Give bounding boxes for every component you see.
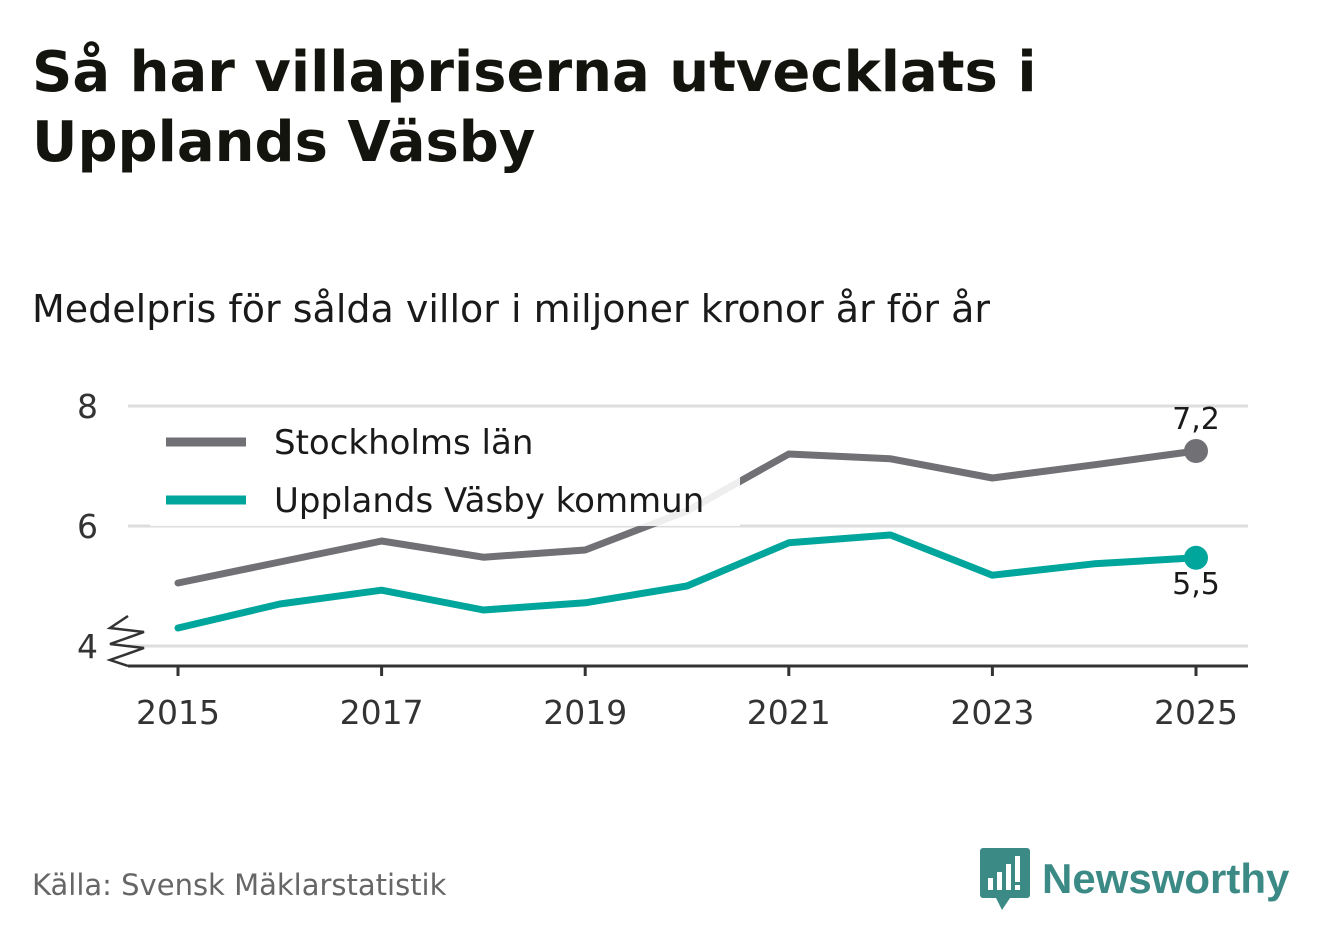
brand-logo-block: Newsworthy (980, 848, 1289, 910)
source-note: Källa: Svensk Mäklarstatistik (32, 868, 447, 902)
data-point (1184, 439, 1208, 463)
y-tick-label: 6 (77, 507, 98, 546)
newsworthy-logo-icon (980, 848, 1030, 910)
y-axis: 4 6 8 (77, 387, 145, 668)
end-value-label: 7,2 (1172, 402, 1220, 437)
chart-title: Så har villapriserna utvecklats i Upplan… (32, 40, 1037, 175)
legend: Stockholms län Upplands Väsby kommun (150, 410, 740, 526)
end-labels: 7,2 5,5 (1172, 402, 1220, 602)
legend-backdrop (150, 468, 740, 526)
x-tick-label: 2025 (1154, 693, 1238, 732)
x-tick-label: 2021 (747, 693, 831, 732)
chart-subtitle: Medelpris för sålda villor i miljoner kr… (32, 287, 991, 331)
series-line (174, 531, 1200, 632)
x-axis: 2015 2017 2019 2021 2023 2025 (128, 664, 1248, 732)
x-tick-label: 2023 (950, 693, 1034, 732)
line-chart: 2015 2017 2019 2021 2023 2025 4 6 8 Stockholms … (77, 387, 1248, 732)
x-tick-label: 2017 (340, 693, 424, 732)
end-value-label: 5,5 (1172, 567, 1220, 602)
data-point (1184, 545, 1208, 570)
x-tick-label: 2019 (543, 693, 627, 732)
x-tick-label: 2015 (136, 693, 220, 732)
y-tick-label: 8 (77, 387, 98, 426)
axis-break-icon (106, 614, 145, 668)
legend-label: Upplands Väsby kommun (274, 481, 704, 521)
legend-backdrop (150, 410, 740, 468)
legend-label: Stockholms län (274, 423, 533, 463)
brand-name: Newsworthy (1042, 855, 1290, 902)
y-tick-label: 4 (77, 627, 98, 666)
